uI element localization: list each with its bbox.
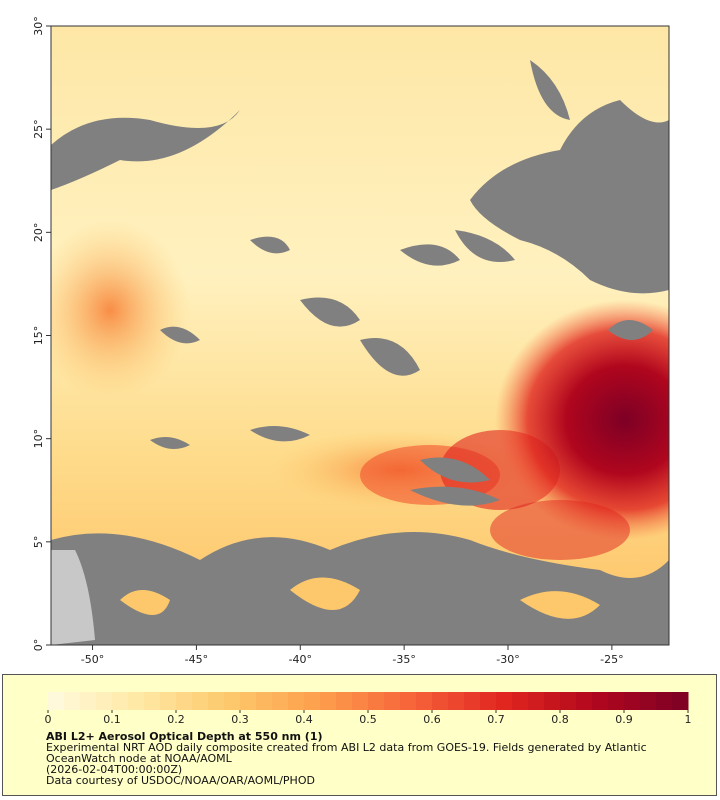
colorbar-segment [176, 692, 193, 710]
map-image [51, 26, 669, 645]
colorbar-segment [96, 692, 113, 710]
y-tick-label: 0° [32, 639, 45, 652]
colorbar-segment [496, 692, 513, 710]
colorbar-segment [224, 692, 241, 710]
colorbar-segment [80, 692, 97, 710]
colorbar-segment [352, 692, 369, 710]
colorbar-tick-label: 0.1 [103, 713, 121, 726]
colorbar-segment [64, 692, 81, 710]
colorbar-segment [448, 692, 465, 710]
colorbar-segment [560, 692, 577, 710]
colorbar-segment [656, 692, 673, 710]
colorbar-tick-label: 0.9 [615, 713, 633, 726]
colorbar-segment [336, 692, 353, 710]
colorbar-segment [592, 692, 609, 710]
colorbar-segment [400, 692, 417, 710]
y-tick-label: 30° [32, 16, 45, 36]
caption-description: Experimental NRT AOD daily composite cre… [46, 741, 647, 765]
colorbar-segment [608, 692, 625, 710]
colorbar-segment [208, 692, 225, 710]
colorbar-segment [544, 692, 561, 710]
x-tick-label: -45° [185, 653, 208, 666]
colorbar-segment [192, 692, 209, 710]
caption: ABI L2+ Aerosol Optical Depth at 550 nm … [46, 731, 686, 786]
x-tick-label: -30° [496, 653, 519, 666]
colorbar-tick-label: 0.7 [487, 713, 505, 726]
y-tick-label: 5° [32, 536, 45, 549]
colorbar-tick-label: 1 [685, 713, 692, 726]
colorbar-tick-label: 0.3 [231, 713, 249, 726]
colorbar-segment [432, 692, 449, 710]
colorbar-segment [304, 692, 321, 710]
colorbar-segment [320, 692, 337, 710]
colorbar-segment [272, 692, 289, 710]
colorbar-segment [576, 692, 593, 710]
colorbar-segment [480, 692, 497, 710]
colorbar-tick-label: 0.4 [295, 713, 313, 726]
colorbar-segment [240, 692, 257, 710]
colorbar-segment [144, 692, 161, 710]
x-tick-label: -40° [289, 653, 312, 666]
colorbar-segment [624, 692, 641, 710]
x-tick-label: -35° [392, 653, 415, 666]
colorbar-tick-label: 0.5 [359, 713, 377, 726]
y-tick-label: 25° [32, 119, 45, 139]
colorbar-tick-label: 0.8 [551, 713, 569, 726]
colorbar-tick-label: 0.2 [167, 713, 185, 726]
y-tick-label: 10° [32, 429, 45, 449]
colorbar-segment [368, 692, 385, 710]
colorbar-segment [384, 692, 401, 710]
caption-credit: Data courtesy of USDOC/NOAA/OAR/AOML/PHO… [46, 774, 315, 787]
x-tick-label: -50° [81, 653, 104, 666]
colorbar-segment [160, 692, 177, 710]
colorbar-segment [464, 692, 481, 710]
caption-time: (2026-02-04T00:00:00Z) [46, 763, 183, 776]
x-tick-label: -25° [600, 653, 623, 666]
colorbar-segment [112, 692, 129, 710]
colorbar-tick-label: 0 [45, 713, 52, 726]
colorbar-segment [528, 692, 545, 710]
colorbar-segment [48, 692, 65, 710]
colorbar-segment [672, 692, 689, 710]
colorbar-tick-label: 0.6 [423, 713, 441, 726]
colorbar-segment [288, 692, 305, 710]
y-tick-label: 20° [32, 223, 45, 243]
colorbar-segment [512, 692, 529, 710]
colorbar-segment [416, 692, 433, 710]
colorbar: 0 0.1 0.2 0.3 0.4 0.5 0.6 0.7 0.8 0.9 1 [45, 692, 692, 726]
colorbar-segment [128, 692, 145, 710]
y-tick-label: 15° [32, 326, 45, 346]
caption-title: ABI L2+ Aerosol Optical Depth at 550 nm … [46, 730, 323, 743]
colorbar-segment [256, 692, 273, 710]
colorbar-segment [640, 692, 657, 710]
